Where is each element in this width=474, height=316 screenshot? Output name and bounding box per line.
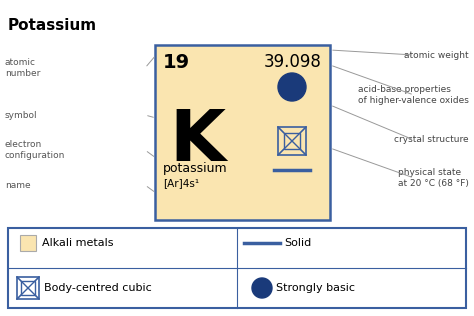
Text: 19: 19 <box>163 53 190 72</box>
Text: crystal structure: crystal structure <box>394 136 469 144</box>
Text: 39.098: 39.098 <box>264 53 322 71</box>
Bar <box>155 45 330 220</box>
Bar <box>8 228 466 308</box>
Bar <box>20 235 36 251</box>
Text: Potassium: Potassium <box>8 18 97 33</box>
Text: symbol: symbol <box>5 111 37 119</box>
Text: [Ar]4s¹: [Ar]4s¹ <box>163 178 199 188</box>
Bar <box>21 282 35 295</box>
Text: potassium: potassium <box>163 162 228 175</box>
Text: name: name <box>5 180 31 190</box>
Text: atomic
number: atomic number <box>5 58 40 78</box>
Text: atomic weight: atomic weight <box>404 51 469 59</box>
Text: Solid: Solid <box>284 238 311 248</box>
Text: acid-base properties
of higher-valence oxides: acid-base properties of higher-valence o… <box>358 85 469 105</box>
Text: physical state
at 20 °C (68 °F): physical state at 20 °C (68 °F) <box>398 168 469 188</box>
Circle shape <box>278 73 306 101</box>
Bar <box>17 277 39 299</box>
Circle shape <box>252 278 272 298</box>
Text: Strongly basic: Strongly basic <box>276 283 355 293</box>
Bar <box>283 133 301 149</box>
Text: K: K <box>169 107 225 176</box>
Text: electron
configuration: electron configuration <box>5 140 65 160</box>
Text: Body-centred cubic: Body-centred cubic <box>44 283 152 293</box>
Bar <box>278 127 306 155</box>
Text: Alkali metals: Alkali metals <box>42 238 113 248</box>
